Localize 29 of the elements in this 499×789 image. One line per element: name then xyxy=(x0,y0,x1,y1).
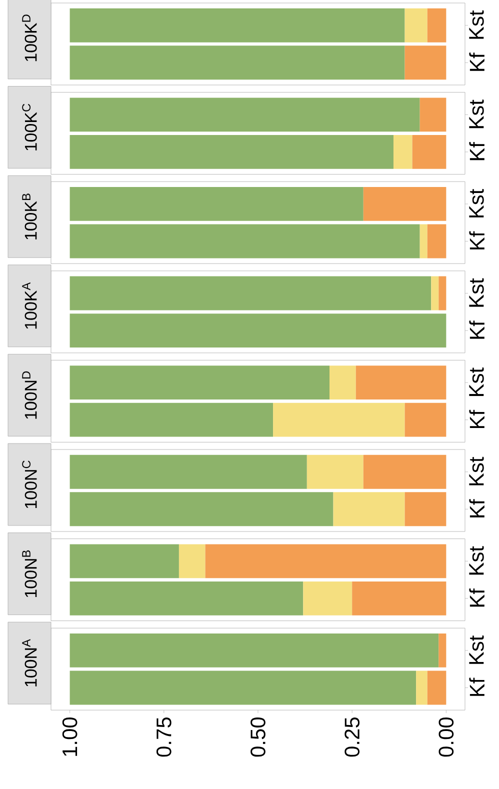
y-tick-label: Kst xyxy=(469,546,484,575)
y-tick-label: Kf xyxy=(469,499,484,518)
text: 100N$^{D}$ xyxy=(22,371,37,419)
y-tick-label: Kst xyxy=(469,278,484,307)
y-tick-label: Kf xyxy=(469,320,484,339)
y-tick-label: Kf xyxy=(469,678,484,696)
text: 100K$^{B}$ xyxy=(22,194,37,240)
text: 100N$^{A}$ xyxy=(22,639,37,686)
y-tick-label: Kf xyxy=(469,588,484,607)
y-tick-label: Kst xyxy=(469,100,484,128)
y-tick-label: Kst xyxy=(469,368,484,396)
x-tick-label: 0.25 xyxy=(344,718,360,757)
y-tick-label: Kst xyxy=(469,456,484,486)
y-tick-label: Kf xyxy=(469,52,484,71)
y-tick-label: Kf xyxy=(469,410,484,428)
x-tick-label: 0.75 xyxy=(156,718,172,757)
y-tick-label: Kst xyxy=(469,188,484,218)
y-tick-label: Kf xyxy=(469,231,484,250)
text: 100K$^{A}$ xyxy=(22,282,37,329)
text: 100N$^{B}$ xyxy=(22,550,37,598)
text: 100N$^{C}$ xyxy=(22,460,37,508)
text: 100K$^{D}$ xyxy=(22,14,37,62)
y-tick-label: Kst xyxy=(469,635,484,664)
x-tick-label: 0.00 xyxy=(438,717,454,757)
y-tick-label: Kf xyxy=(469,142,484,160)
x-tick-label: 1.00 xyxy=(62,717,78,756)
text: 100K$^{C}$ xyxy=(22,104,37,150)
x-tick-label: 0.50 xyxy=(250,717,266,757)
y-tick-label: Kst xyxy=(469,10,484,39)
